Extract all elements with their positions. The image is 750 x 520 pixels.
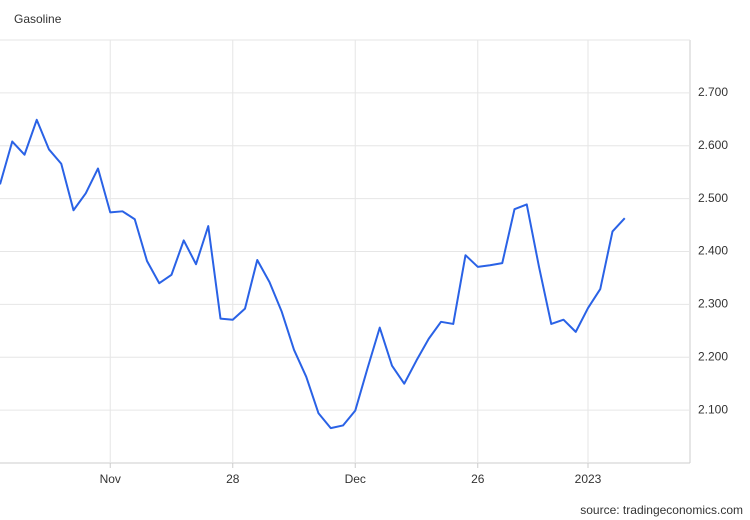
y-tick-label: 2.300 bbox=[698, 297, 728, 311]
y-tick-label: 2.500 bbox=[698, 191, 728, 205]
line-series bbox=[0, 118, 626, 430]
y-tick-label: 2.200 bbox=[698, 349, 728, 363]
y-tick-label: 2.400 bbox=[698, 244, 728, 258]
x-tick-label: 26 bbox=[471, 472, 485, 486]
x-tick-label: Nov bbox=[100, 472, 121, 486]
y-tick-label: 2.600 bbox=[698, 138, 728, 152]
x-tick-label: Dec bbox=[345, 472, 366, 486]
source: source: tradingeconomics.com bbox=[580, 503, 743, 517]
chart-title: Gasoline bbox=[14, 12, 62, 26]
x-tick-label: 2023 bbox=[575, 472, 602, 486]
y-tick-label: 2.100 bbox=[698, 402, 728, 416]
y-tick-label: 2.700 bbox=[698, 85, 728, 99]
x-tick-label: 28 bbox=[226, 472, 240, 486]
